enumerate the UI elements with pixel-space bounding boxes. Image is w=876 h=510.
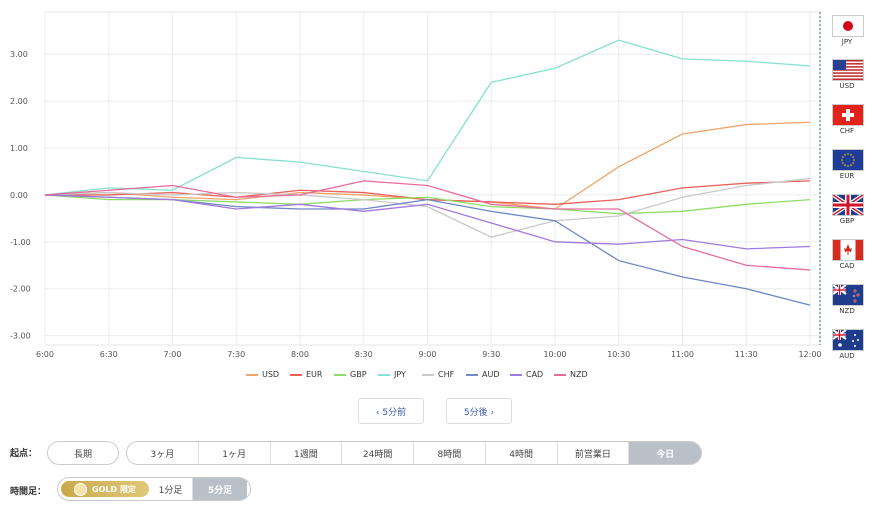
legend-label: USD (262, 370, 280, 379)
legend-swatch (510, 373, 522, 376)
series-line-cad (44, 194, 811, 250)
legend-swatch (246, 373, 258, 376)
flag-label-eur: EUR (839, 172, 855, 180)
legend-swatch (334, 373, 346, 376)
start-option-2[interactable]: 1週間 (271, 442, 343, 464)
legend-swatch (422, 373, 434, 376)
timeframe-selector: GOLD 限定 1分足 5分足 (57, 477, 251, 501)
gold-only-label: GOLD 限定 (92, 484, 136, 494)
flag-label-jpy: JPY (841, 38, 853, 46)
legend-item-gbp[interactable]: GBP (334, 370, 367, 379)
legend-swatch (290, 373, 302, 376)
flag-label-nzd: NZD (839, 307, 855, 315)
flag-label-usd: USD (839, 82, 855, 90)
canada-flag-icon[interactable] (832, 239, 864, 261)
x-tick-label: 6:30 (100, 350, 118, 359)
legend-label: EUR (306, 370, 323, 379)
legend-label: JPY (394, 370, 406, 379)
chart-legend: USD EUR GBP JPY CHF AUD CAD NZD (0, 370, 876, 386)
chart-grid (44, 11, 821, 346)
x-tick-label: 12:00 (798, 350, 821, 359)
start-option-3[interactable]: 24時間 (342, 442, 414, 464)
legend-item-nzd[interactable]: NZD (554, 370, 588, 379)
series-lines (44, 39, 811, 306)
legend-label: AUD (482, 370, 500, 379)
x-tick-label: 8:00 (291, 350, 309, 359)
swiss-flag-icon[interactable] (832, 104, 864, 126)
timeframe-option-0[interactable]: 1分足 (149, 478, 193, 500)
timeframe-option-1[interactable]: 5分足 (193, 478, 247, 500)
start-option-0[interactable]: 3ヶ月 (127, 442, 199, 464)
x-tick-label: 10:30 (607, 350, 630, 359)
series-line-chf (44, 177, 811, 238)
start-option-4[interactable]: 8時間 (414, 442, 486, 464)
x-tick-label: 8:30 (355, 350, 373, 359)
y-tick-label: 1.00 (10, 144, 28, 153)
eu-flag-icon[interactable] (832, 149, 864, 171)
x-tick-label: 7:00 (164, 350, 182, 359)
uk-flag-icon[interactable] (831, 193, 865, 217)
legend-item-usd[interactable]: USD (246, 370, 279, 379)
timeframe-label: 時間足： (10, 487, 47, 497)
y-tick-label: 3.00 (10, 50, 28, 59)
japan-flag-icon[interactable] (832, 15, 864, 37)
legend-item-cad[interactable]: CAD (510, 370, 543, 379)
flag-label-chf: CHF (839, 127, 855, 135)
legend-item-eur[interactable]: EUR (290, 370, 322, 379)
x-tick-label: 11:00 (671, 350, 694, 359)
y-tick-label: 2.00 (10, 97, 28, 106)
us-flag-icon[interactable] (832, 59, 864, 81)
legend-item-chf[interactable]: CHF (422, 370, 454, 379)
y-tick-label: 0.00 (10, 191, 28, 200)
currency-strength-chart: 3.00 2.00 1.00 0.00 -1.00 -2.00 -3.00 6:00 6:30… (10, 11, 822, 359)
long-term-button[interactable]: 長期 (47, 441, 119, 465)
next-5min-button[interactable]: 5分後 › (446, 398, 512, 424)
x-tick-label: 10:00 (543, 350, 566, 359)
legend-item-aud[interactable]: AUD (466, 370, 500, 379)
prev-5min-button[interactable]: ‹ 5分前 (358, 398, 424, 424)
gold-coin-icon (74, 482, 88, 496)
series-line-nzd (44, 180, 811, 271)
flag-label-gbp: GBP (839, 217, 855, 225)
y-tick-label: -1.00 (10, 238, 31, 247)
legend-label: NZD (570, 370, 588, 379)
series-line-jpy (44, 39, 811, 196)
start-point-label: 起点： (10, 449, 38, 459)
x-axis-ticks: 6:00 6:30 7:00 7:30 8:00 8:30 9:00 9:30 10:00 10:… (36, 350, 822, 359)
legend-label: CHF (438, 370, 455, 379)
nz-flag-icon[interactable] (832, 284, 864, 306)
legend-swatch (378, 373, 390, 376)
start-option-5[interactable]: 4時間 (486, 442, 558, 464)
legend-item-jpy[interactable]: JPY (378, 370, 406, 379)
gold-only-badge: GOLD 限定 (61, 481, 149, 497)
plot-area-border (44, 11, 821, 346)
y-tick-label: -2.00 (10, 285, 31, 294)
legend-label: GBP (350, 370, 367, 379)
legend-swatch (466, 373, 478, 376)
australia-flag-icon[interactable] (832, 329, 864, 351)
x-tick-label: 9:30 (482, 350, 500, 359)
x-tick-label: 7:30 (227, 350, 245, 359)
start-option-1[interactable]: 1ヶ月 (199, 442, 271, 464)
x-tick-label: 9:00 (419, 350, 437, 359)
y-tick-label: -3.00 (10, 332, 31, 341)
x-tick-label: 11:30 (735, 350, 758, 359)
legend-swatch (554, 373, 566, 376)
start-option-6[interactable]: 前営業日 (558, 442, 630, 464)
start-point-selector: 3ヶ月 1ヶ月 1週間 24時間 8時間 4時間 前営業日 今日 (126, 441, 702, 465)
legend-label: CAD (526, 370, 544, 379)
start-option-7[interactable]: 今日 (629, 442, 701, 464)
y-axis-ticks: 3.00 2.00 1.00 0.00 -1.00 -2.00 -3.00 (10, 50, 31, 340)
flag-label-cad: CAD (839, 262, 855, 270)
x-tick-label: 6:00 (36, 350, 54, 359)
flag-label-aud: AUD (839, 352, 855, 360)
